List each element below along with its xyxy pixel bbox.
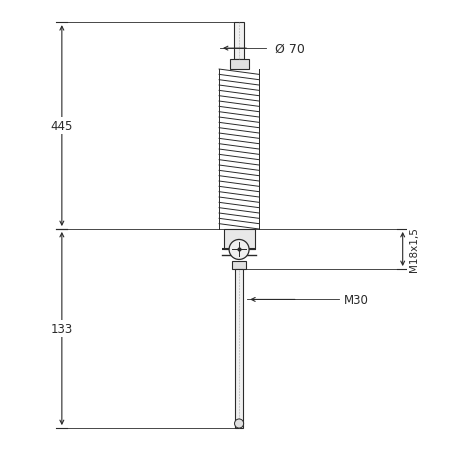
Bar bbox=[231, 261, 246, 269]
Text: M30: M30 bbox=[343, 293, 368, 306]
Bar bbox=[223, 230, 254, 250]
Bar bbox=[235, 269, 243, 428]
Circle shape bbox=[234, 419, 243, 428]
Text: 445: 445 bbox=[50, 120, 73, 133]
Text: 133: 133 bbox=[50, 322, 73, 335]
Bar bbox=[229, 60, 248, 70]
Bar bbox=[234, 23, 244, 60]
Circle shape bbox=[229, 240, 248, 260]
Text: Ø 70: Ø 70 bbox=[275, 43, 305, 56]
Text: M18x1,5: M18x1,5 bbox=[408, 227, 418, 272]
